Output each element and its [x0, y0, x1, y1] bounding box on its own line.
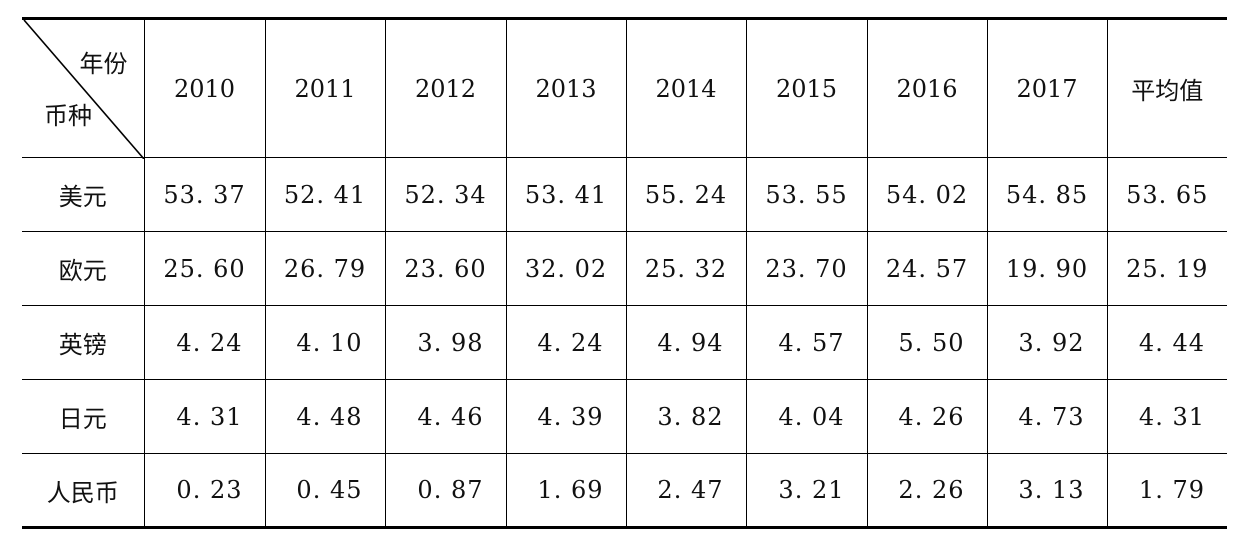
table-cell: 3. 98: [384, 305, 506, 380]
column-header: 2012: [384, 17, 506, 158]
column-header: 2016: [866, 17, 987, 158]
column-header: 2013: [505, 17, 626, 158]
table-cell: 4. 31: [143, 379, 265, 454]
table-cell-average: 1. 79: [1106, 453, 1227, 529]
table-cell: 4. 10: [264, 305, 385, 380]
table-cell: 54. 02: [866, 157, 987, 232]
table-cell: 4. 24: [505, 305, 626, 380]
column-header: 2011: [264, 17, 385, 158]
table-cell: 4. 94: [625, 305, 746, 380]
table-row: 日元 4. 31 4. 48 4. 46 4. 39 3. 82 4. 04 4…: [22, 379, 1227, 454]
corner-label-currency: 币种: [44, 102, 92, 130]
table-cell: 3. 82: [625, 379, 746, 454]
row-label: 欧元: [22, 231, 144, 306]
table-cell: 3. 21: [745, 453, 867, 529]
table-cell: 54. 85: [986, 157, 1107, 232]
table-cell: 26. 79: [264, 231, 385, 306]
table-cell: 4. 04: [745, 379, 867, 454]
table-cell-average: 25. 19: [1106, 231, 1227, 306]
column-header: 2010: [143, 17, 265, 158]
table-row: 人民币 0. 23 0. 45 0. 87 1. 69 2. 47 3. 21 …: [22, 453, 1227, 529]
table-cell: 4. 24: [143, 305, 265, 380]
table-cell: 52. 41: [264, 157, 385, 232]
table-cell: 25. 60: [143, 231, 265, 306]
table-row: 英镑 4. 24 4. 10 3. 98 4. 24 4. 94 4. 57 5…: [22, 305, 1227, 380]
table-row: 美元 53. 37 52. 41 52. 34 53. 41 55. 24 53…: [22, 157, 1227, 232]
row-label: 人民币: [22, 453, 144, 529]
corner-header-cell: 年份 币种: [22, 17, 144, 159]
table-cell: 53. 55: [745, 157, 867, 232]
table-cell: 52. 34: [384, 157, 506, 232]
currency-share-table: 年份 币种 2010 2011 2012 2013 2014 2015 2016…: [22, 17, 1227, 529]
table-cell: 23. 70: [745, 231, 867, 306]
table-cell: 4. 26: [866, 379, 987, 454]
table-cell: 32. 02: [505, 231, 626, 306]
table-cell: 2. 47: [625, 453, 746, 529]
row-label: 英镑: [22, 305, 144, 380]
table-cell-average: 4. 31: [1106, 379, 1227, 454]
table-cell: 0. 23: [143, 453, 265, 529]
header-row: 年份 币种 2010 2011 2012 2013 2014 2015 2016…: [22, 17, 1227, 159]
table-cell: 5. 50: [866, 305, 987, 380]
diagonal-line: [23, 20, 144, 159]
table-cell-average: 53. 65: [1106, 157, 1227, 232]
table-cell: 53. 37: [143, 157, 265, 232]
table-cell: 25. 32: [625, 231, 746, 306]
column-header: 2017: [986, 17, 1107, 158]
table-cell: 4. 73: [986, 379, 1107, 454]
table-cell: 3. 92: [986, 305, 1107, 380]
table-cell: 24. 57: [866, 231, 987, 306]
table-cell: 4. 39: [505, 379, 626, 454]
column-header: 2015: [745, 17, 867, 158]
table-cell: 4. 48: [264, 379, 385, 454]
row-label: 日元: [22, 379, 144, 454]
table-cell: 2. 26: [866, 453, 987, 529]
table-cell: 1. 69: [505, 453, 626, 529]
corner-label-year: 年份: [79, 50, 128, 78]
currency-share-table-container: 年份 币种 2010 2011 2012 2013 2014 2015 2016…: [22, 17, 1227, 529]
column-header-average: 平均值: [1106, 17, 1227, 158]
table-cell: 23. 60: [384, 231, 506, 306]
table-cell: 4. 46: [384, 379, 506, 454]
table-cell-average: 4. 44: [1106, 305, 1227, 380]
table-cell: 0. 87: [384, 453, 506, 529]
row-label: 美元: [22, 157, 144, 232]
table-row: 欧元 25. 60 26. 79 23. 60 32. 02 25. 32 23…: [22, 231, 1227, 306]
table-cell: 53. 41: [505, 157, 626, 232]
table-cell: 55. 24: [625, 157, 746, 232]
table-cell: 19. 90: [986, 231, 1107, 306]
column-header: 2014: [625, 17, 746, 158]
table-cell: 0. 45: [264, 453, 385, 529]
table-cell: 4. 57: [745, 305, 867, 380]
table-cell: 3. 13: [986, 453, 1107, 529]
